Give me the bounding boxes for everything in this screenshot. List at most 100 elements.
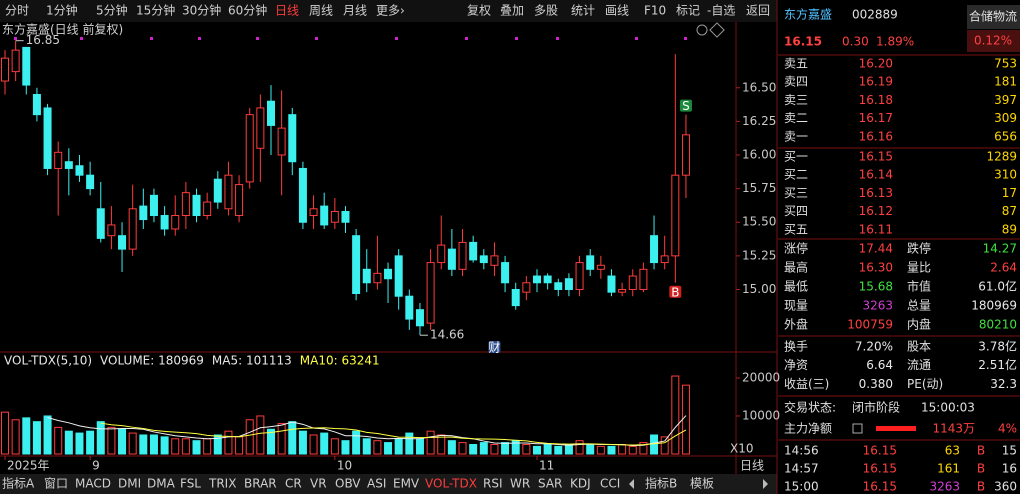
scale-label: X10 bbox=[730, 442, 754, 456]
volume-bar bbox=[681, 384, 690, 455]
volume-bar bbox=[490, 443, 499, 455]
volume-bar bbox=[277, 423, 286, 455]
candle-body bbox=[575, 262, 584, 290]
stat-value: 180969 bbox=[971, 299, 1017, 313]
candle-body bbox=[596, 264, 605, 270]
tool-button[interactable]: 画线 bbox=[605, 4, 629, 18]
stat-value: 2.51亿 bbox=[978, 357, 1017, 372]
tabs-bg bbox=[0, 474, 777, 494]
x-tick-label: 9 bbox=[92, 459, 100, 473]
volume-bar bbox=[309, 434, 318, 455]
book-volume: 181 bbox=[994, 75, 1017, 89]
candle-body bbox=[118, 235, 127, 250]
indicator-tab[interactable]: ASI bbox=[367, 477, 386, 491]
volume-bar bbox=[1, 411, 9, 455]
indicator-tab[interactable]: 窗口 bbox=[44, 477, 68, 491]
candle-body bbox=[511, 288, 520, 307]
stat-value: 100759 bbox=[847, 318, 893, 332]
volume-bar bbox=[192, 440, 201, 455]
volume-bar bbox=[224, 430, 233, 455]
volume-bar bbox=[373, 440, 382, 455]
period-button[interactable]: 日线 bbox=[275, 4, 299, 18]
tool-button[interactable]: 标记 bbox=[676, 4, 700, 18]
indicator-tab[interactable]: EMV bbox=[393, 477, 420, 491]
period-button[interactable]: 月线 bbox=[343, 4, 367, 18]
icon[interactable] bbox=[709, 22, 725, 38]
period-label: 日线 bbox=[740, 459, 764, 473]
indicator-tab[interactable]: RSI bbox=[483, 477, 503, 491]
candle-body bbox=[352, 235, 361, 295]
stat-label: 收益(三) bbox=[784, 377, 829, 391]
tick-price: 16.15 bbox=[863, 462, 897, 476]
icon[interactable] bbox=[696, 24, 708, 36]
volume-bar bbox=[235, 436, 244, 455]
stat-label: 现量 bbox=[784, 299, 808, 313]
volume-bar bbox=[160, 436, 169, 455]
volume-bar bbox=[75, 432, 84, 455]
volume-bar bbox=[341, 440, 350, 455]
indicator-tab[interactable]: VOL-TDX bbox=[425, 477, 477, 491]
indicator-tab[interactable]: DMI bbox=[118, 477, 141, 491]
volume-bar bbox=[533, 445, 541, 455]
indicator-tab[interactable]: TRIX bbox=[208, 477, 236, 491]
x-tick-label: 2025年 bbox=[7, 459, 50, 473]
volume-bar bbox=[650, 434, 659, 455]
indicator-tab[interactable]: 指标B bbox=[645, 476, 677, 491]
tool-button[interactable]: 统计 bbox=[571, 4, 595, 18]
book-volume: 89 bbox=[1002, 222, 1017, 236]
candle-body bbox=[1, 57, 9, 82]
volume-bar bbox=[128, 432, 137, 455]
last-price: 16.15 bbox=[784, 35, 822, 49]
candle-body bbox=[330, 210, 339, 223]
volume-bar bbox=[405, 432, 414, 455]
candle-body bbox=[394, 255, 403, 297]
tool-button[interactable]: -自选 bbox=[707, 4, 735, 18]
tool-button[interactable]: 叠加 bbox=[500, 4, 524, 18]
tool-button[interactable]: 多股 bbox=[534, 4, 558, 18]
tab-prev[interactable] bbox=[629, 479, 634, 489]
period-button[interactable]: 更多› bbox=[376, 4, 405, 18]
y-tick-label: 16.00 bbox=[742, 148, 776, 162]
indicator-tab[interactable]: BRAR bbox=[244, 477, 277, 491]
indicator-tab[interactable]: OBV bbox=[335, 477, 361, 491]
period-button[interactable]: 5分钟 bbox=[96, 3, 128, 18]
book-label: 买二 bbox=[784, 168, 808, 182]
stat-value: 2.64 bbox=[990, 261, 1017, 275]
tool-button[interactable]: 返回 bbox=[746, 4, 770, 18]
volume-bar bbox=[575, 440, 584, 455]
tool-button[interactable]: 复权 bbox=[467, 4, 491, 18]
period-button[interactable]: 60分钟 bbox=[228, 3, 267, 18]
indicator-tab[interactable]: SAR bbox=[538, 477, 562, 491]
y-tick-label: 16.50 bbox=[742, 80, 776, 94]
tool-button[interactable]: F10 bbox=[644, 4, 666, 18]
indicator-tab[interactable]: 模板 bbox=[690, 477, 714, 491]
candle-body bbox=[11, 49, 20, 73]
book-price: 16.14 bbox=[859, 168, 893, 182]
candle-body bbox=[501, 262, 510, 284]
tick-price: 16.15 bbox=[863, 444, 897, 458]
stat-value: 6.64 bbox=[866, 358, 893, 372]
volume-bar bbox=[671, 375, 680, 455]
tab-next[interactable] bbox=[763, 479, 768, 489]
indicator-tab[interactable]: WR bbox=[510, 477, 530, 491]
indicator-tab[interactable]: CCI bbox=[600, 477, 620, 491]
period-button[interactable]: 周线 bbox=[309, 4, 333, 18]
candle-body bbox=[554, 282, 563, 290]
candle-body bbox=[341, 210, 350, 223]
indicator-tab[interactable]: CR bbox=[285, 477, 302, 491]
y-tick-label: 15.25 bbox=[742, 248, 776, 262]
candle-body bbox=[426, 262, 435, 324]
period-button[interactable]: 分时 bbox=[5, 4, 29, 18]
period-button[interactable]: 1分钟 bbox=[46, 3, 78, 18]
indicator-tab[interactable]: MACD bbox=[75, 477, 111, 491]
indicator-tab[interactable]: KDJ bbox=[570, 477, 591, 491]
stat-label: 总量 bbox=[907, 299, 931, 313]
indicator-tab[interactable]: FSL bbox=[180, 477, 201, 491]
volume-bar bbox=[543, 443, 552, 455]
indicator-tab[interactable]: DMA bbox=[147, 477, 176, 491]
period-button[interactable]: 30分钟 bbox=[182, 3, 221, 18]
indicator-tab[interactable]: VR bbox=[310, 477, 327, 491]
period-button[interactable]: 15分钟 bbox=[136, 3, 175, 18]
indicator-tab[interactable]: 指标A bbox=[2, 476, 35, 491]
signal-marker bbox=[488, 341, 501, 353]
